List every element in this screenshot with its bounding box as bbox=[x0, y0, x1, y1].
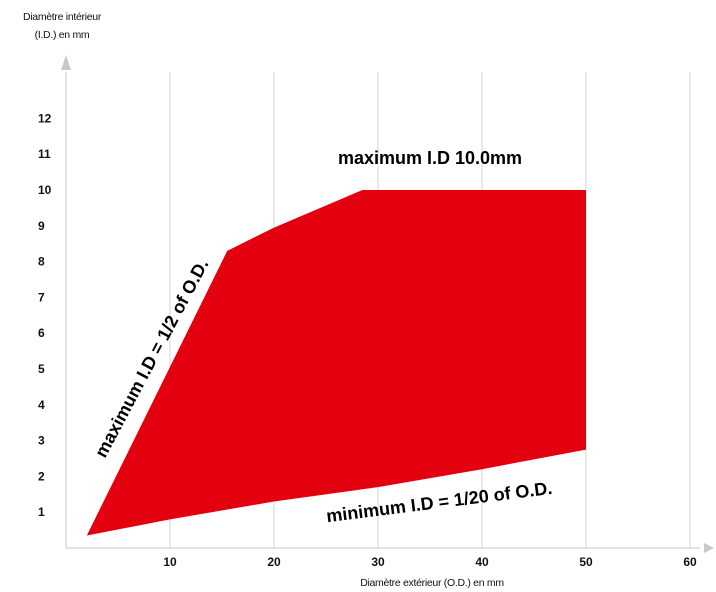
x-axis bbox=[66, 543, 714, 553]
x-tick-label-10: 10 bbox=[163, 555, 177, 569]
x-tick-label-50: 50 bbox=[579, 555, 593, 569]
x-tick-labels: 10 20 30 40 50 60 bbox=[163, 555, 697, 569]
y-tick-label-10: 10 bbox=[38, 183, 52, 197]
y-tick-label-5: 5 bbox=[38, 362, 45, 376]
y-tick-label-6: 6 bbox=[38, 326, 45, 340]
y-axis-arrow-icon bbox=[61, 55, 71, 70]
y-tick-label-3: 3 bbox=[38, 434, 45, 448]
y-tick-label-11: 11 bbox=[38, 147, 51, 161]
x-tick-label-60: 60 bbox=[683, 555, 697, 569]
y-tick-label-8: 8 bbox=[38, 255, 45, 269]
x-axis-title: Diamètre extérieur (O.D.) en mm bbox=[360, 577, 504, 589]
x-tick-label-20: 20 bbox=[267, 555, 281, 569]
feasible-region bbox=[86, 190, 587, 536]
y-axis-title-line2: (I.D.) en mm bbox=[35, 29, 90, 41]
x-tick-label-40: 40 bbox=[475, 555, 489, 569]
y-axis bbox=[61, 55, 71, 548]
annotation-maximum-id: maximum I.D 10.0mm bbox=[338, 148, 522, 168]
x-axis-arrow-icon bbox=[704, 543, 714, 553]
x-tick-label-30: 30 bbox=[371, 555, 385, 569]
y-tick-label-12: 12 bbox=[38, 111, 52, 125]
y-tick-label-7: 7 bbox=[38, 290, 45, 304]
y-tick-label-2: 2 bbox=[38, 469, 45, 483]
y-tick-label-4: 4 bbox=[38, 398, 45, 412]
y-axis-title-line1: Diamètre intérieur bbox=[23, 11, 102, 23]
y-tick-label-1: 1 bbox=[38, 505, 45, 519]
y-tick-label-9: 9 bbox=[38, 219, 45, 233]
